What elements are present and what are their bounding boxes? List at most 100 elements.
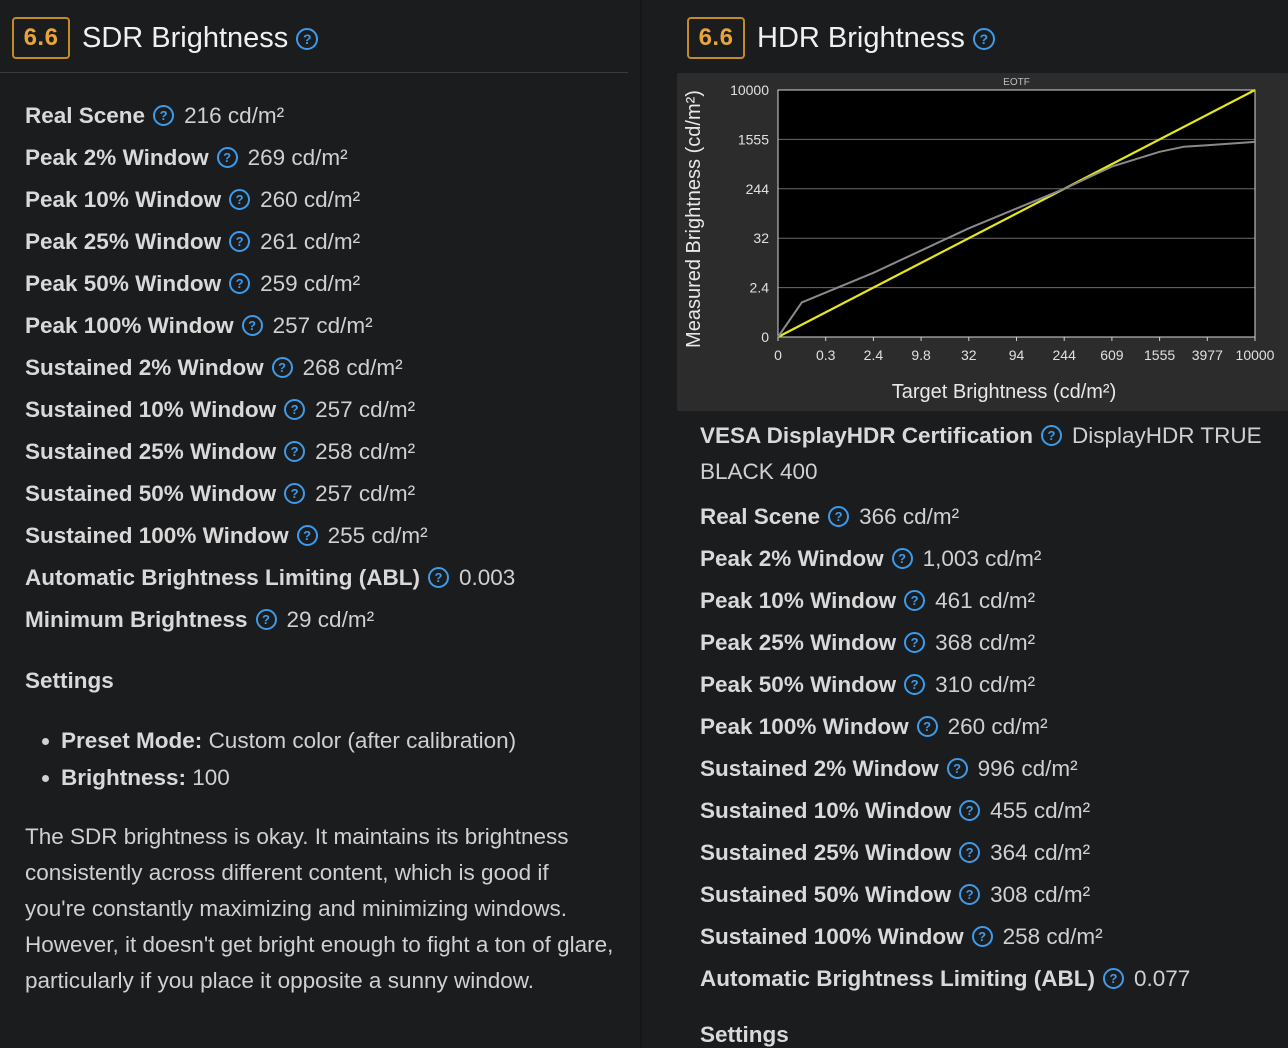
help-icon[interactable]: ? — [153, 104, 175, 126]
sdr-row-sustained-2-window: Sustained 2% Window? 268 cd/m² — [25, 347, 515, 389]
hdr-row-value: 260 cd/m² — [947, 714, 1048, 739]
help-icon[interactable]: ? — [229, 230, 251, 252]
x-tick-label: 9.8 — [911, 347, 931, 363]
hdr-row-value: 308 cd/m² — [990, 882, 1091, 907]
sdr-row-value: 257 cd/m² — [315, 481, 416, 506]
help-icon[interactable]: ? — [296, 524, 318, 546]
sdr-row-real-scene: Real Scene? 216 cd/m² — [25, 95, 515, 137]
sdr-row-peak-100-window: Peak 100% Window? 257 cd/m² — [25, 305, 515, 347]
hdr-row-label: Peak 2% Window — [700, 546, 884, 571]
x-tick-label: 0 — [774, 347, 782, 363]
x-tick-label: 10000 — [1236, 347, 1275, 363]
sdr-row-value: 261 cd/m² — [260, 229, 361, 254]
hdr-row-sustained-10-window: Sustained 10% Window? 455 cd/m² — [700, 790, 1285, 832]
y-tick-label: 0 — [761, 329, 769, 345]
hdr-row-label: Peak 10% Window — [700, 588, 897, 613]
help-icon[interactable]: ? — [904, 589, 926, 611]
hdr-row-value: DisplayHDR TRUE BLACK 400 — [700, 423, 1262, 484]
x-tick-label: 0.3 — [816, 347, 836, 363]
help-icon[interactable]: ? — [428, 566, 449, 588]
help-icon[interactable]: ? — [255, 608, 277, 630]
sdr-row-label: Real Scene — [25, 103, 146, 128]
help-icon[interactable]: ? — [284, 482, 306, 504]
help-icon[interactable]: ? — [284, 398, 306, 420]
sdr-row-value: 257 cd/m² — [315, 397, 416, 422]
hdr-help-icon[interactable]: ? — [972, 28, 995, 50]
sdr-row-value: 259 cd/m² — [260, 271, 361, 296]
hdr-row-value: 996 cd/m² — [977, 756, 1078, 781]
sdr-row-value: 260 cd/m² — [260, 187, 361, 212]
hdr-row-value: 366 cd/m² — [859, 504, 960, 529]
hdr-row-peak-100-window: Peak 100% Window? 260 cd/m² — [700, 706, 1285, 748]
column-divider — [640, 0, 642, 1047]
sdr-description: The SDR brightness is okay. It maintains… — [25, 824, 614, 993]
help-icon[interactable]: ? — [959, 799, 981, 821]
hdr-row-peak-10-window: Peak 10% Window? 461 cd/m² — [700, 580, 1285, 622]
hdr-row-sustained-25-window: Sustained 25% Window? 364 cd/m² — [700, 832, 1285, 874]
hdr-row-real-scene: Real Scene? 366 cd/m² — [700, 496, 1285, 538]
sdr-setting-item: Brightness: 100 — [25, 759, 516, 796]
hdr-row-peak-50-window: Peak 50% Window? 310 cd/m² — [700, 664, 1285, 706]
help-icon[interactable]: ? — [271, 356, 293, 378]
sdr-settings-heading: Settings — [25, 668, 114, 693]
plot-frame — [777, 89, 1256, 338]
help-icon[interactable]: ? — [284, 440, 306, 462]
sdr-help-icon[interactable]: ? — [296, 28, 319, 50]
help-icon[interactable]: ? — [229, 272, 251, 294]
hdr-row-label: Peak 100% Window — [700, 714, 909, 739]
help-icon[interactable]: ? — [216, 146, 238, 168]
help-icon[interactable]: ? — [241, 314, 263, 336]
x-tick-label: 244 — [1053, 347, 1077, 363]
hdr-title: HDR Brightness — [757, 21, 965, 54]
help-icon[interactable]: ? — [959, 841, 981, 863]
sdr-row-label: Sustained 100% Window — [25, 523, 289, 548]
x-tick-label: 2.4 — [864, 347, 884, 363]
hdr-row-value: 368 cd/m² — [935, 630, 1036, 655]
hdr-row-sustained-50-window: Sustained 50% Window? 308 cd/m² — [700, 874, 1285, 916]
sdr-setting-label: Brightness: — [61, 765, 187, 790]
hdr-row-value: 0.077 — [1134, 966, 1191, 991]
eotf-chart-svg: 0 2.4 32 244 1555 10000 0 0.3 2.4 9.8 32 94 244 609 15… — [683, 77, 1275, 403]
hdr-settings-heading: Settings — [700, 1022, 789, 1047]
sdr-row-value: 257 cd/m² — [272, 313, 373, 338]
hdr-row-peak-25-window: Peak 25% Window? 368 cd/m² — [700, 622, 1285, 664]
hdr-brightness-section: 6.6 HDR Brightness ? 0 2.4 32 244 1555 10000 0… — [642, 0, 1288, 1047]
sdr-row-label: Peak 100% Window — [25, 313, 234, 338]
help-icon[interactable]: ? — [904, 631, 926, 653]
sdr-row-minimum-brightness: Minimum Brightness? 29 cd/m² — [25, 599, 515, 641]
help-icon[interactable]: ? — [959, 883, 981, 905]
x-tick-label: 609 — [1100, 347, 1124, 363]
help-icon[interactable]: ? — [1103, 967, 1124, 989]
sdr-score-badge: 6.6 — [12, 17, 70, 59]
help-icon[interactable]: ? — [946, 757, 968, 779]
chart-title: EOTF — [1003, 77, 1030, 88]
y-tick-label: 244 — [746, 181, 770, 197]
help-icon[interactable]: ? — [916, 715, 938, 737]
hdr-row-sustained-100-window: Sustained 100% Window? 258 cd/m² — [700, 916, 1285, 958]
hdr-row-value: 455 cd/m² — [990, 798, 1091, 823]
hdr-row-automatic-brightness-limiting-abl: Automatic Brightness Limiting (ABL)? 0.07… — [700, 958, 1285, 1000]
help-icon[interactable]: ? — [971, 925, 993, 947]
sdr-row-peak-10-window: Peak 10% Window? 260 cd/m² — [25, 179, 515, 221]
sdr-row-value: 268 cd/m² — [302, 355, 403, 380]
sdr-row-peak-2-window: Peak 2% Window? 269 cd/m² — [25, 137, 515, 179]
sdr-row-label: Peak 2% Window — [25, 145, 209, 170]
sdr-brightness-section: 6.6 SDR Brightness ? Real Scene? 216 cd/m… — [0, 0, 642, 1047]
sdr-row-value: 269 cd/m² — [247, 145, 348, 170]
hdr-row-label: Peak 50% Window — [700, 672, 897, 697]
hdr-row-sustained-2-window: Sustained 2% Window? 996 cd/m² — [700, 748, 1285, 790]
help-icon[interactable]: ? — [1041, 424, 1062, 446]
sdr-row-value: 29 cd/m² — [286, 607, 375, 632]
hdr-row-label: Peak 25% Window — [700, 630, 897, 655]
sdr-header-divider — [0, 72, 628, 73]
hdr-row-label: Sustained 10% Window — [700, 798, 952, 823]
help-icon[interactable]: ? — [891, 547, 913, 569]
help-icon[interactable]: ? — [828, 505, 850, 527]
sdr-row-label: Peak 25% Window — [25, 229, 222, 254]
help-icon[interactable]: ? — [229, 188, 251, 210]
eotf-chart: 0 2.4 32 244 1555 10000 0 0.3 2.4 9.8 32 94 244 609 15… — [677, 73, 1288, 411]
hdr-row-value: 364 cd/m² — [990, 840, 1091, 865]
hdr-row-value: 461 cd/m² — [935, 588, 1036, 613]
help-icon[interactable]: ? — [904, 673, 926, 695]
x-axis-label: Target Brightness (cd/m²) — [892, 381, 1117, 403]
